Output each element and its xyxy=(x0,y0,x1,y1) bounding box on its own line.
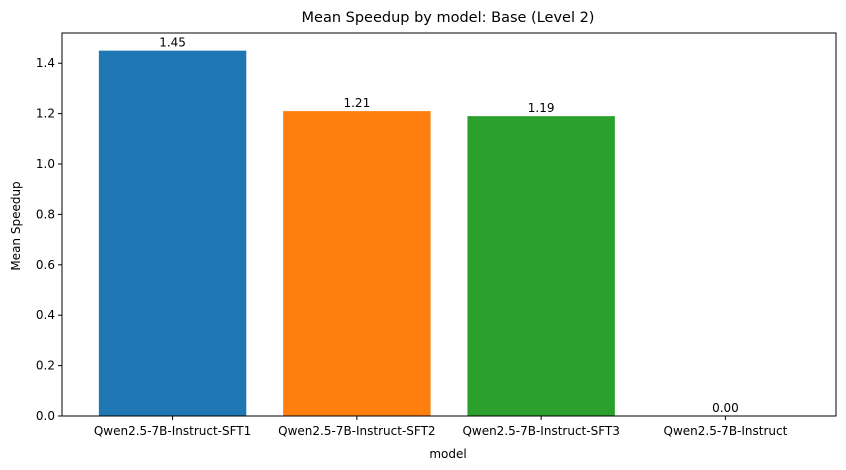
bar-1 xyxy=(98,50,247,417)
data-label-1: 1.45 xyxy=(159,36,186,50)
y-axis-ticks: 0.0 0.2 0.4 0.6 0.8 1.0 1.2 1.4 xyxy=(36,56,62,423)
data-label-4: 0.00 xyxy=(712,401,739,415)
x-tick-label-1: Qwen2.5-7B-Instruct-SFT1 xyxy=(94,424,251,438)
y-tick-label-6: 1.0 xyxy=(36,157,55,171)
y-tick-label-4: 0.6 xyxy=(36,258,55,272)
x-tick-label-3: Qwen2.5-7B-Instruct-SFT3 xyxy=(462,424,619,438)
y-tick-label-3: 0.4 xyxy=(36,308,55,322)
x-tick-label-4: Qwen2.5-7B-Instruct xyxy=(664,424,788,438)
chart-title: Mean Speedup by model: Base (Level 2) xyxy=(302,10,595,26)
data-label-3: 1.19 xyxy=(528,101,555,115)
y-tick-label-8: 1.4 xyxy=(36,56,55,70)
y-tick-label-1: 0.0 xyxy=(36,409,55,423)
x-tick-label-2: Qwen2.5-7B-Instruct-SFT2 xyxy=(278,424,435,438)
plot-area-frame xyxy=(61,32,837,417)
y-tick-label-7: 1.2 xyxy=(36,107,55,121)
x-axis-ticks: Qwen2.5-7B-Instruct-SFT1 Qwen2.5-7B-Instr… xyxy=(94,416,788,438)
data-labels-group: 1.45 1.21 1.19 0.00 xyxy=(159,36,739,415)
y-tick-label-2: 0.2 xyxy=(36,359,55,373)
bar-2 xyxy=(283,111,431,416)
data-label-2: 1.21 xyxy=(343,96,370,110)
y-axis-label: Mean Speedup xyxy=(9,181,23,270)
bar-3 xyxy=(467,116,615,417)
y-tick-label-5: 0.8 xyxy=(36,207,55,221)
bars-group xyxy=(98,50,615,417)
x-axis-label: model xyxy=(429,447,466,461)
